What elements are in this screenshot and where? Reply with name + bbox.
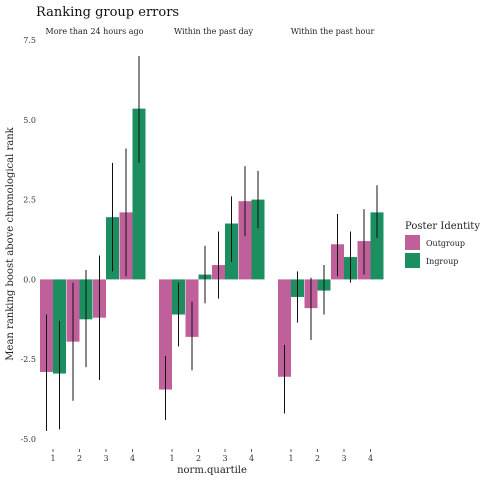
x-tick-label: 1 [288, 454, 293, 463]
bar-outgroup [159, 279, 172, 390]
facet-panel: More than 24 hours ago 1 2 3 4 [40, 27, 146, 463]
legend-swatch-outgroup [405, 235, 420, 250]
y-tick-label: -5.0 [21, 435, 36, 444]
chart-title: Ranking group errors [36, 5, 179, 20]
x-tick-label: 1 [169, 454, 174, 463]
x-tick-label: 3 [341, 454, 346, 463]
x-tick-label: 2 [196, 454, 201, 463]
y-tick-label: 7.5 [23, 36, 36, 45]
x-tick-label: 3 [103, 454, 108, 463]
legend-title: Poster Identity [405, 221, 480, 232]
y-tick-label: 0.0 [23, 275, 36, 284]
legend: Poster Identity Outgroup Ingroup [405, 221, 480, 268]
bar-ingroup [251, 199, 265, 280]
y-tick-label: 5.0 [23, 116, 36, 125]
facet-panel: Within the past hour 1 2 3 4 [278, 27, 384, 463]
y-axis: -5.0 -2.5 0.0 2.5 5.0 7.5 [21, 36, 36, 444]
bar-outgroup [238, 201, 252, 280]
x-tick-label: 4 [130, 454, 135, 463]
y-tick-label: 2.5 [23, 196, 36, 205]
x-tick-label: 2 [77, 454, 82, 463]
x-tick-label: 1 [50, 454, 55, 463]
x-axis-label: norm.quartile [177, 465, 247, 476]
y-tick-label: -2.5 [21, 355, 36, 364]
facet-label: Within the past day [174, 27, 254, 36]
bar-ingroup [132, 108, 146, 280]
x-tick-label: 2 [315, 454, 320, 463]
legend-swatch-ingroup [405, 253, 420, 268]
facet-panel: Within the past day 1 2 3 4 [159, 27, 265, 463]
x-tick-label: 4 [249, 454, 254, 463]
x-tick-label: 4 [368, 454, 373, 463]
legend-label-ingroup: Ingroup [426, 257, 458, 266]
bar-outgroup [278, 279, 291, 377]
facet-label: Within the past hour [291, 27, 375, 36]
bar-ingroup [370, 212, 384, 280]
x-tick-label: 3 [222, 454, 227, 463]
y-axis-label: Mean ranking boost above chronological r… [5, 126, 16, 360]
facet-label: More than 24 hours ago [46, 27, 144, 36]
legend-label-outgroup: Outgroup [426, 239, 465, 248]
